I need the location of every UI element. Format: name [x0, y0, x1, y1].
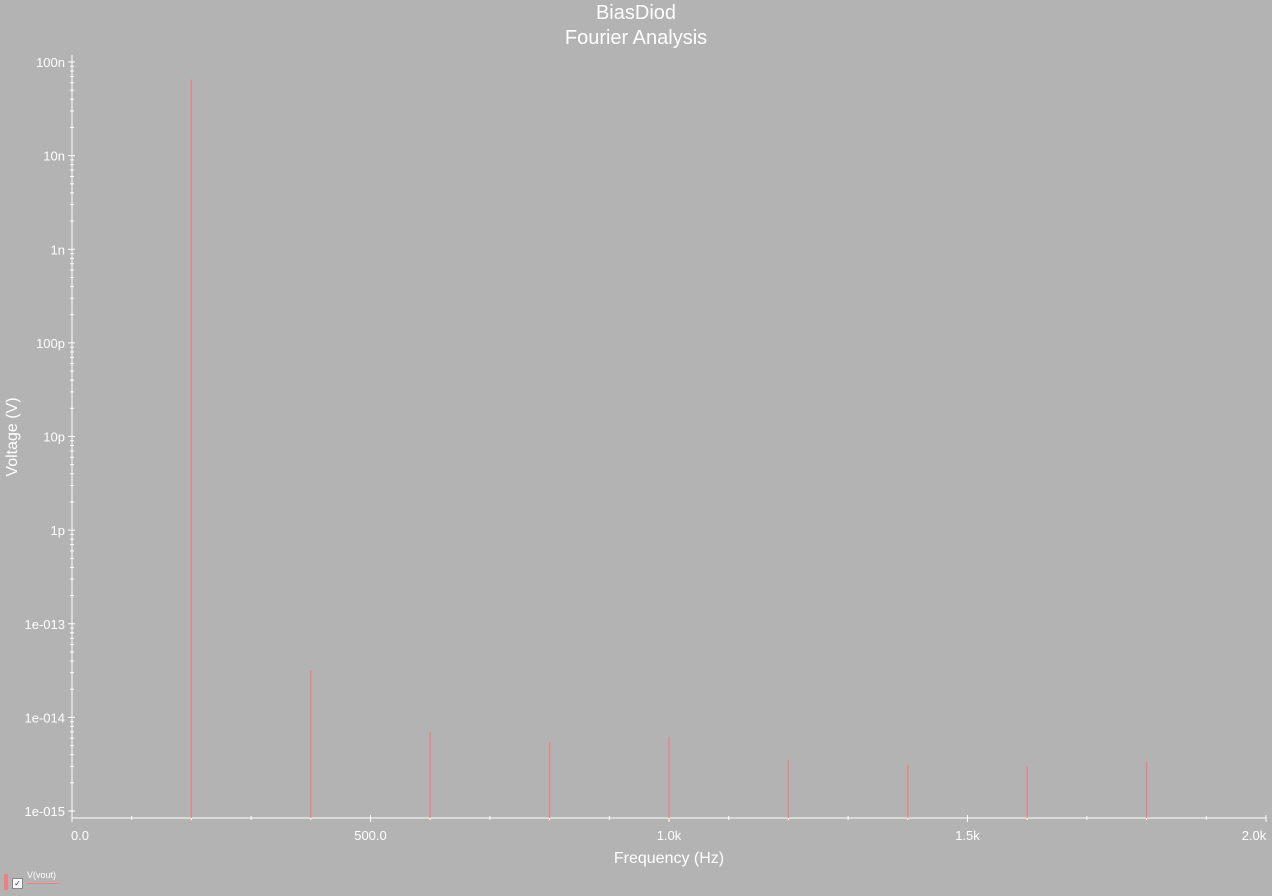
y-tick-label-4: 10p: [43, 430, 65, 445]
chart-title: BiasDiod: [595, 2, 677, 24]
x-tick-label-4: 2.0k: [1242, 828, 1267, 843]
legend-label-vout: V(vout): [27, 870, 61, 884]
y-tick-label-0: 100n: [36, 55, 65, 70]
y-tick-label-2: 1n: [51, 242, 65, 257]
legend-swatch-vout: [4, 874, 8, 890]
x-tick-label-1: 500.0: [354, 828, 387, 843]
y-tick-label-1: 10n: [43, 149, 65, 164]
y-tick-label-5: 1p: [51, 523, 65, 538]
x-tick-label-0: 0.0: [71, 828, 89, 843]
x-tick-label-2: 1.0k: [657, 828, 682, 843]
y-tick-label-8: 1e-015: [25, 804, 65, 819]
y-axis-label: Voltage (V): [4, 397, 21, 476]
y-tick-label-3: 100p: [36, 336, 65, 351]
y-tick-label-7: 1e-014: [25, 710, 65, 725]
y-tick-label-6: 1e-013: [25, 617, 65, 632]
x-axis-label: Frequency (Hz): [614, 850, 724, 867]
chart-subtitle: Fourier Analysis: [564, 27, 708, 49]
legend-checkbox-vout[interactable]: ✓: [12, 878, 23, 889]
legend: ✓ V(vout): [4, 870, 61, 890]
x-tick-label-3: 1.5k: [955, 828, 980, 843]
